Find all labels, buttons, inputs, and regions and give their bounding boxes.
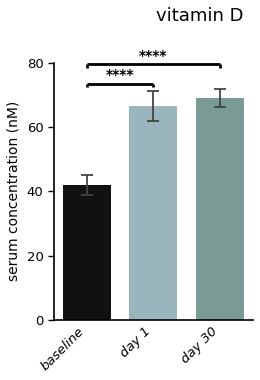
- Text: ****: ****: [106, 68, 134, 82]
- Bar: [129, 106, 177, 320]
- Y-axis label: serum concentration (nM): serum concentration (nM): [7, 101, 21, 282]
- Text: vitamin D: vitamin D: [155, 7, 243, 25]
- Bar: [63, 185, 111, 320]
- Text: ****: ****: [139, 49, 168, 63]
- Bar: [196, 98, 244, 320]
